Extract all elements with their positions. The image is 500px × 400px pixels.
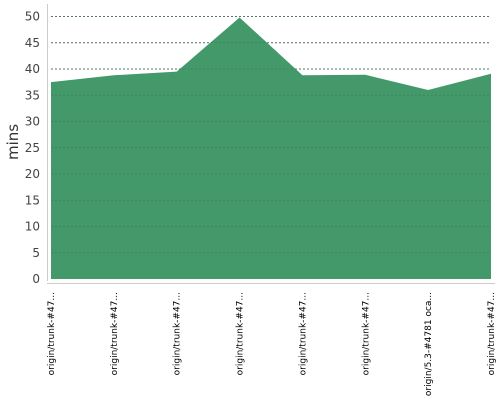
y-tick-label-20: 20 (25, 167, 40, 181)
x-tick-label-3: origin/trunk-#47... (236, 292, 246, 375)
y-tick-label-50: 50 (25, 10, 40, 24)
y-tick-label-35: 35 (25, 88, 40, 102)
grid-lines-overlay (51, 16, 491, 254)
y-tick-label-25: 25 (25, 141, 40, 155)
x-tick-label-7: origin/trunk-#47... (487, 292, 497, 375)
axes (47, 4, 495, 284)
x-tick-label-2: origin/trunk-#47... (173, 292, 183, 375)
y-tick-label-0: 0 (32, 272, 40, 286)
y-tick-labels: 0 5 10 15 20 25 30 35 40 45 50 (25, 10, 40, 287)
y-tick-label-5: 5 (32, 246, 40, 260)
x-tick-label-6: origin/5.3-#4781 oca... (424, 292, 434, 396)
y-tick-label-15: 15 (25, 193, 40, 207)
x-tick-label-0: origin/trunk-#47... (47, 292, 57, 375)
y-tick-label-45: 45 (25, 36, 40, 50)
x-tick-labels: origin/trunk-#47... origin/trunk-#47... or… (47, 292, 497, 396)
series-area (50, 16, 492, 280)
x-tick-label-4: origin/trunk-#47... (298, 292, 308, 375)
area-series-fill (51, 17, 491, 280)
y-axis-title: mins (4, 124, 22, 160)
y-tick-label-30: 30 (25, 115, 40, 129)
x-tick-label-5: origin/trunk-#47... (361, 292, 371, 375)
y-tick-label-40: 40 (25, 62, 40, 76)
y-tick-label-10: 10 (25, 220, 40, 234)
x-tick-label-1: origin/trunk-#47... (110, 292, 120, 375)
